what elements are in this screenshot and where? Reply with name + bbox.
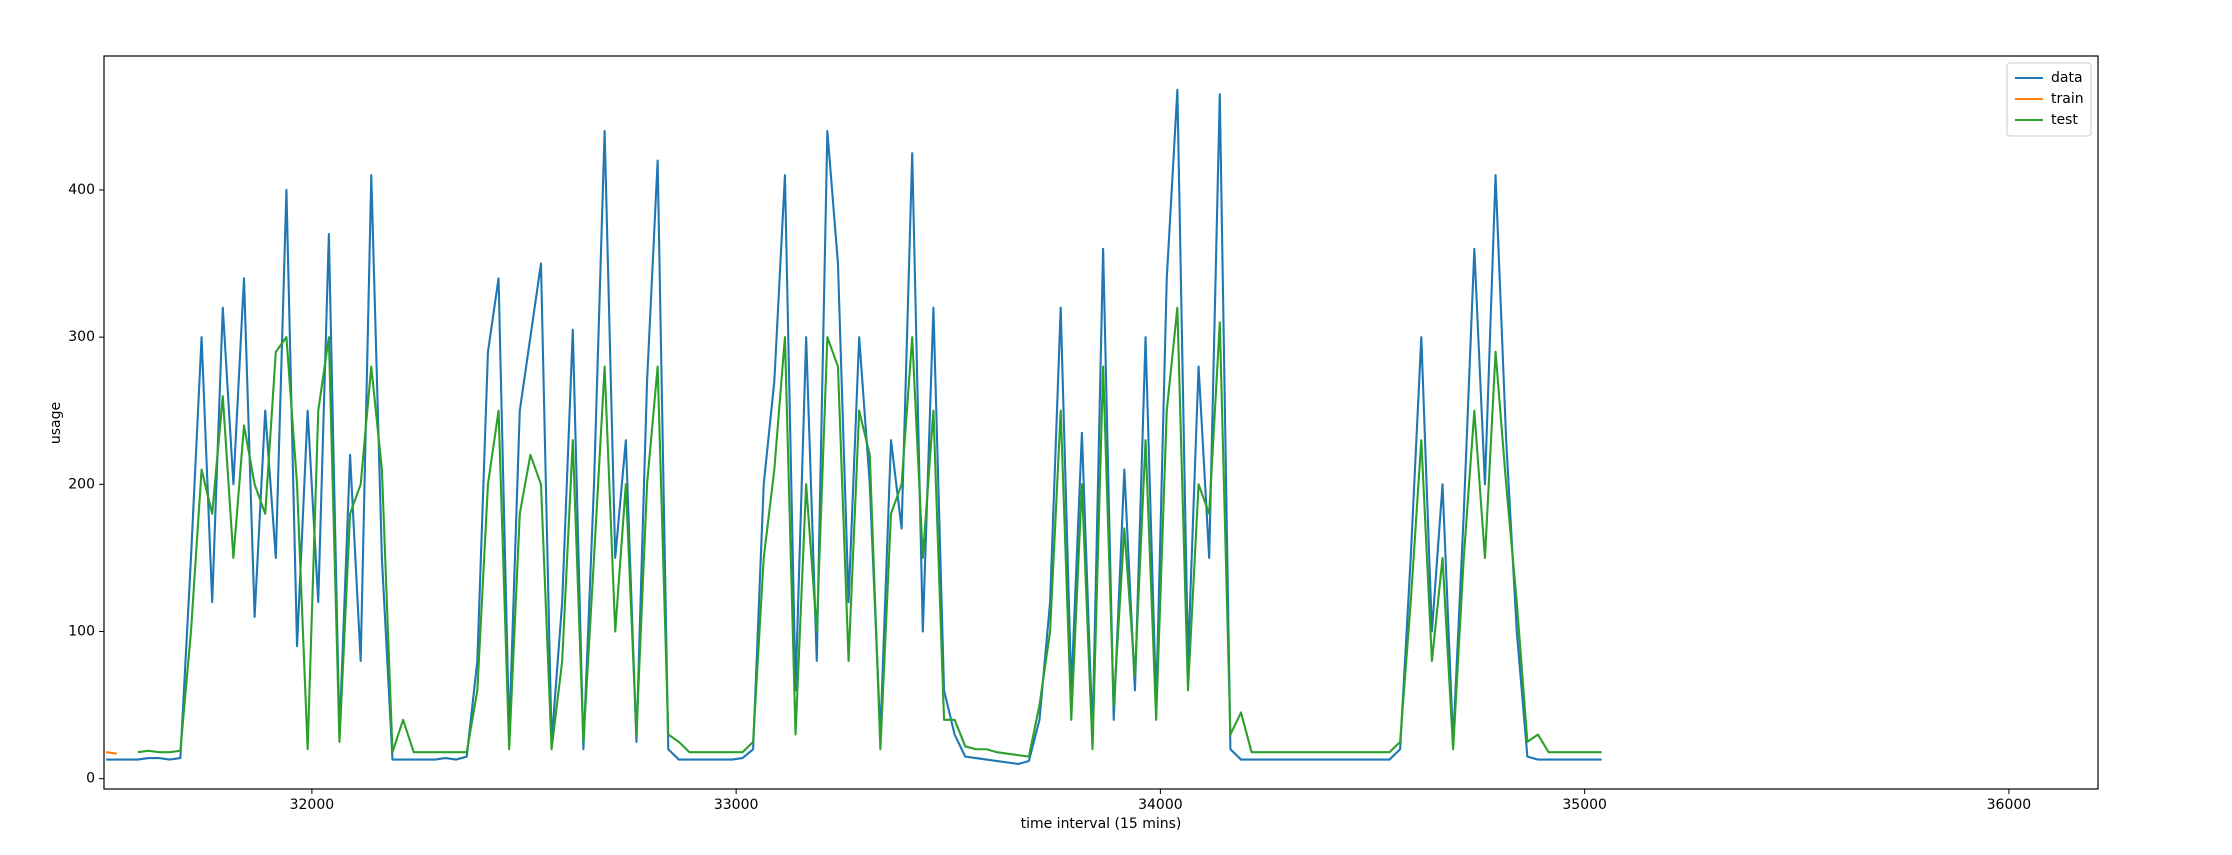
legend-label: test	[2051, 112, 2078, 128]
x-tick-label: 34000	[1138, 797, 1183, 813]
plot-frame	[103, 55, 2099, 790]
legend-label: train	[2051, 91, 2084, 107]
y-tick-label: 100	[68, 624, 95, 640]
y-tick-label: 200	[68, 476, 95, 492]
x-tick-label: 33000	[714, 797, 759, 813]
x-axis-label: time interval (15 mins)	[1021, 816, 1182, 832]
line-data	[106, 88, 1602, 766]
y-tick-label: 0	[86, 771, 95, 787]
y-axis-label: usage	[48, 402, 64, 444]
x-tick-label: 32000	[290, 797, 335, 813]
legend-label: data	[2051, 70, 2083, 86]
line-test	[137, 306, 1602, 758]
legend-box	[2006, 62, 2092, 137]
y-tick-label: 400	[68, 182, 95, 198]
x-tick-label: 35000	[1562, 797, 1607, 813]
y-tick-label: 300	[68, 329, 95, 345]
line-train	[105, 751, 117, 755]
x-tick-label: 36000	[1987, 797, 2032, 813]
